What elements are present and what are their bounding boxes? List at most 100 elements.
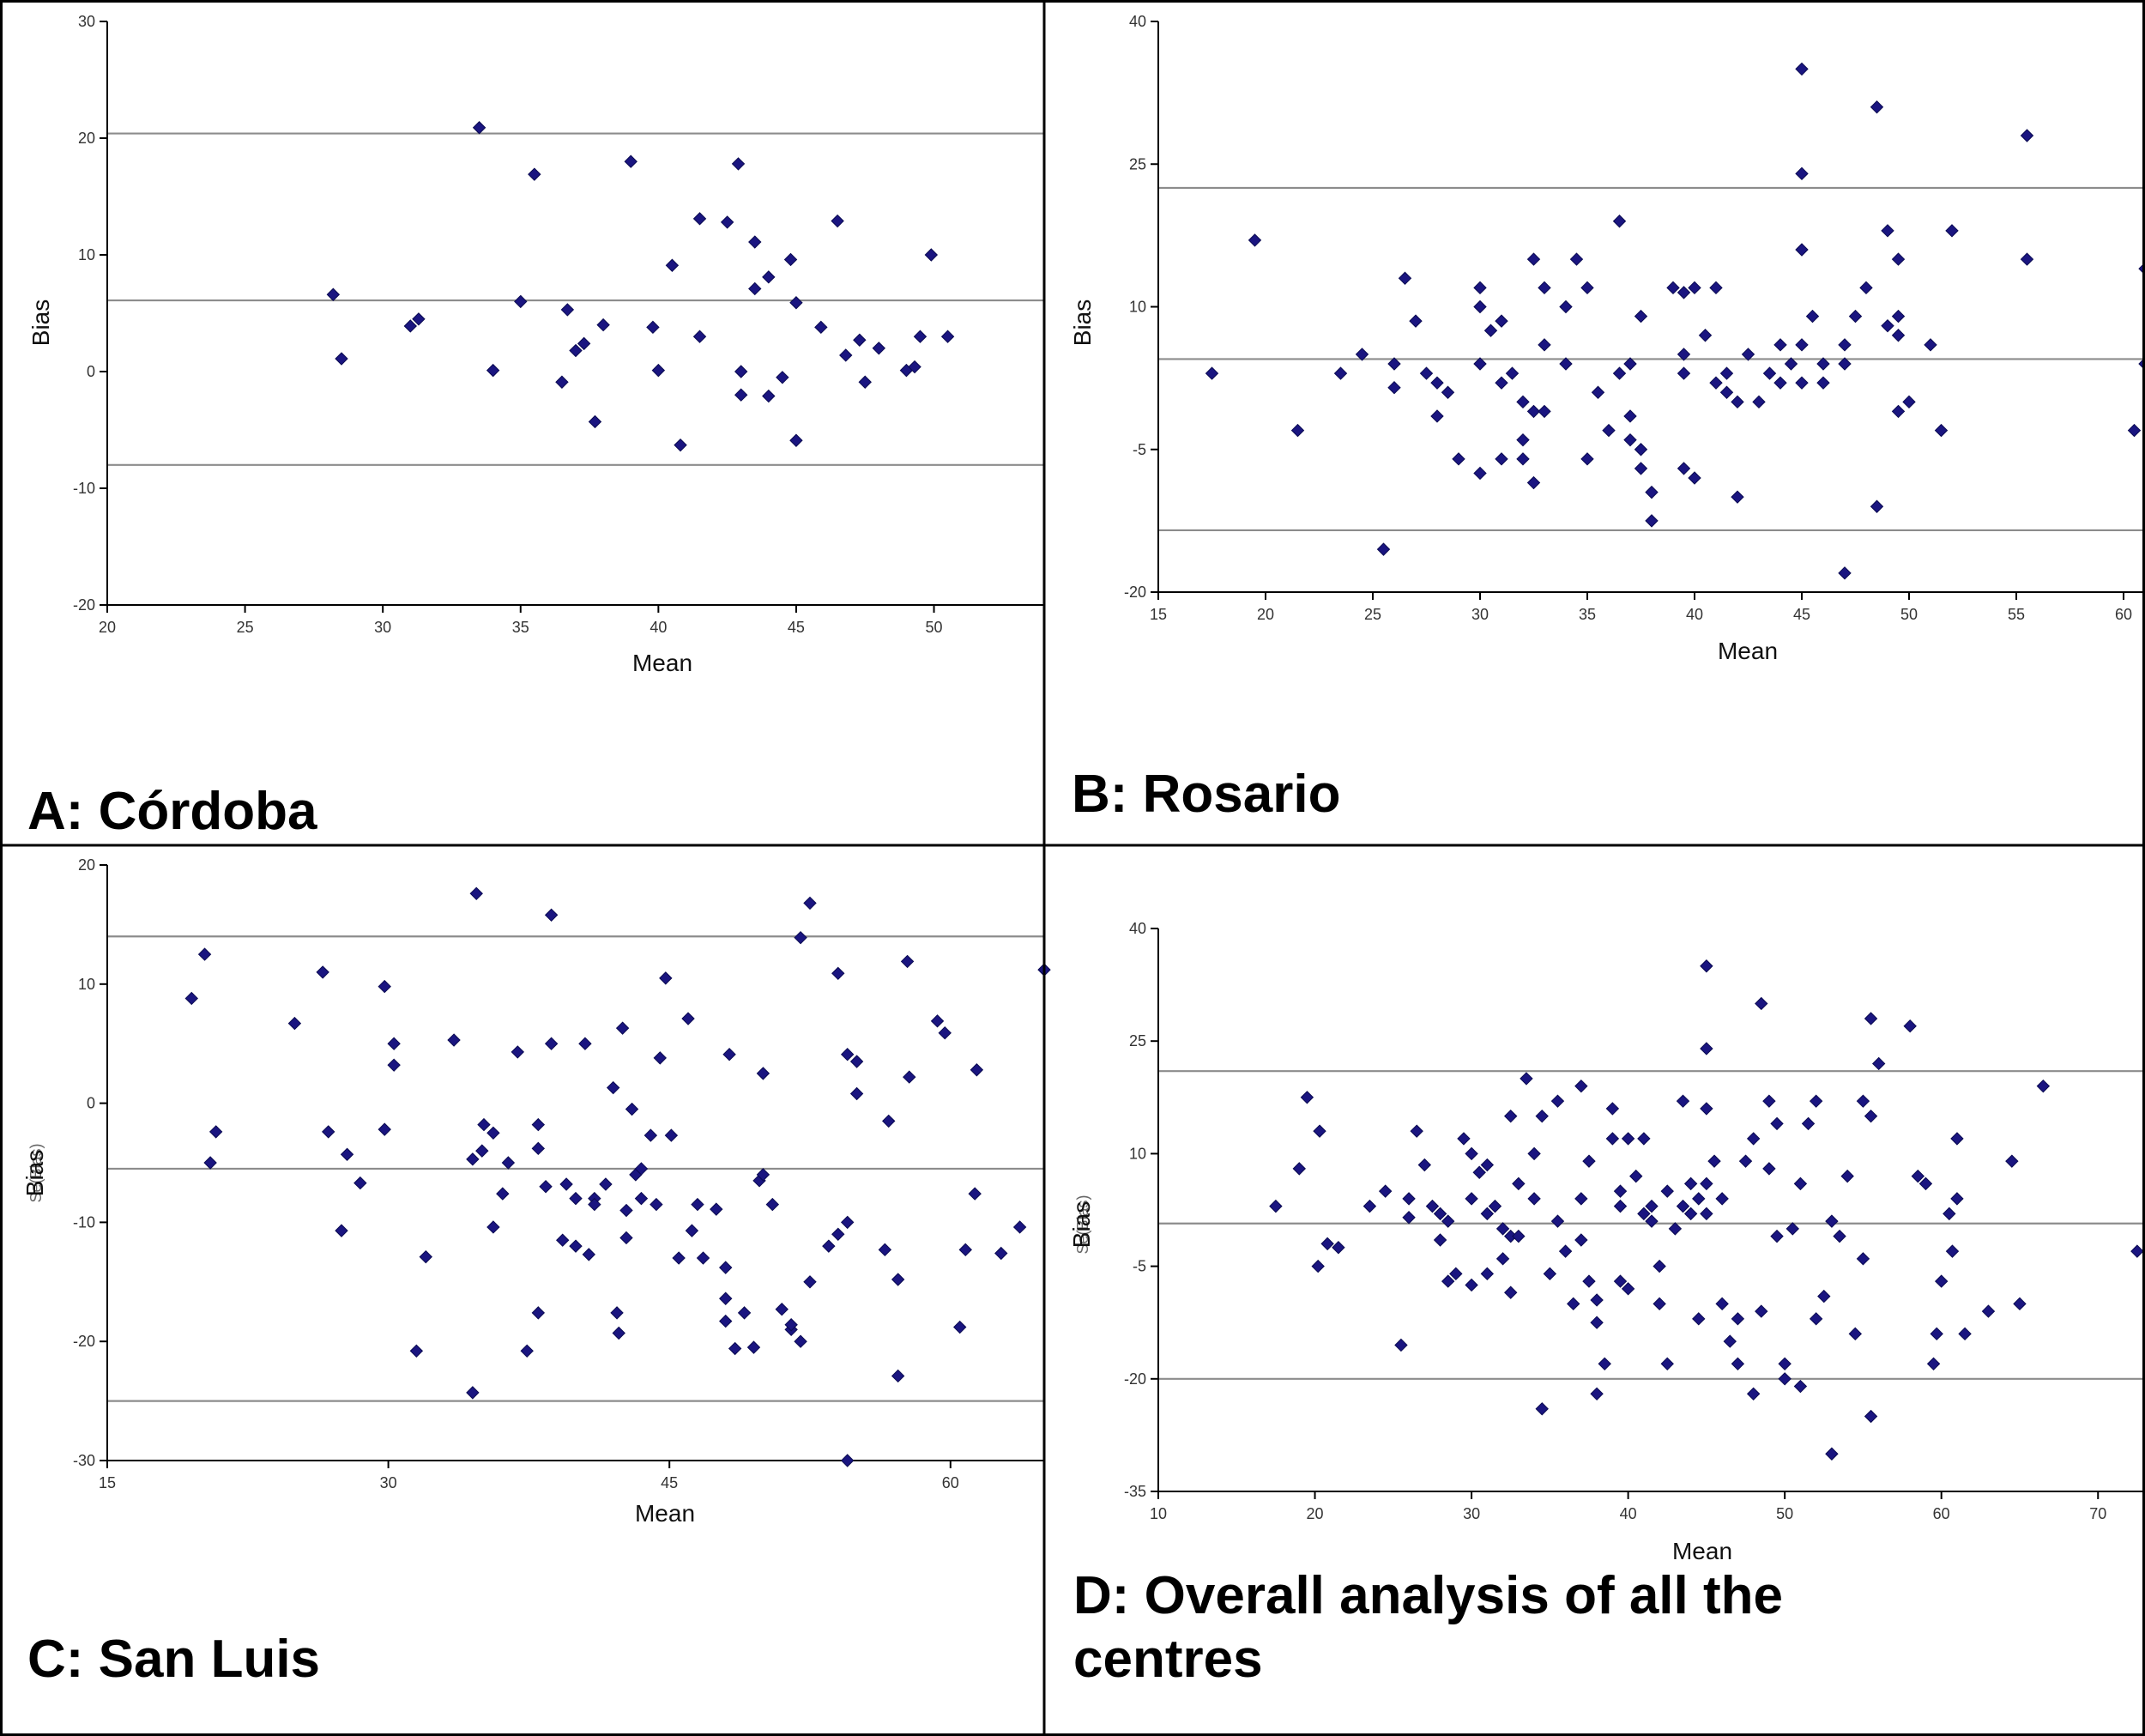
panel-b-data-point: [1709, 376, 1723, 390]
panel-a-x-tick-label: 45: [788, 619, 805, 636]
panel-b-data-point: [1891, 309, 1906, 324]
panel-d-data-point: [1320, 1237, 1334, 1251]
panel-d-data-point: [1911, 1169, 1925, 1183]
panel-b-y-tick-label: 10: [1129, 299, 1146, 316]
panel-b-data-point: [1516, 432, 1530, 447]
panel-d-data-point: [1934, 1274, 1949, 1288]
panel-b-data-point: [2127, 423, 2142, 438]
panel-a-data-point: [403, 319, 418, 333]
panel-b-data-point: [1645, 485, 1659, 499]
panel-d-data-point: [1621, 1282, 1635, 1296]
panel-a-data-point: [853, 333, 867, 347]
panel-a-data-point: [789, 433, 803, 447]
panel-b-data-point: [1516, 395, 1530, 409]
panel-b-data-point: [1677, 348, 1691, 361]
panel-c-data-point: [840, 1454, 855, 1467]
panel-c-data-point: [719, 1314, 733, 1328]
panel-d-data-point: [2005, 1154, 2019, 1168]
panel-d-data-point: [1535, 1109, 1549, 1123]
panel-d-data-point: [1692, 1192, 1706, 1206]
panel-b-data-point: [1602, 423, 1616, 438]
panel-d-data-point: [1425, 1199, 1440, 1213]
panel-d-data-point: [1731, 1312, 1745, 1326]
panel-c-data-point: [539, 1180, 553, 1194]
panel-a-plot: -20 -10 0 10 20 30 20 25 30 35 40 45 50: [73, 13, 1044, 636]
panel-c-data-point: [691, 1197, 704, 1212]
panel-d-data-point: [1495, 1222, 1510, 1236]
panel-d-data-point: [1778, 1357, 1792, 1371]
panel-a-data-point: [588, 414, 602, 429]
panel-a-x-tick-label: 25: [237, 619, 254, 636]
panel-d-data-point: [1770, 1229, 1784, 1243]
panel-c-data-point: [831, 966, 845, 981]
panel-a-y-axis-title: Bias: [27, 299, 54, 346]
panel-b-x-tick-label: 25: [1364, 606, 1381, 623]
panel-d-data-point: [2013, 1297, 2027, 1311]
panel-d-data-point: [1269, 1199, 1283, 1213]
panel-a-data-point: [908, 360, 921, 374]
panel-b-data-point: [1355, 348, 1369, 361]
panel-b-data-point: [1688, 471, 1701, 485]
panel-d-data-point: [1683, 1176, 1698, 1191]
panel-d-data-point: [1480, 1267, 1495, 1281]
panel-d-data-point: [1550, 1094, 1565, 1108]
panel-d-data-point: [1731, 1357, 1745, 1371]
panel-b-x-tick-label: 40: [1686, 606, 1703, 623]
panel-d-data-point: [1660, 1357, 1674, 1371]
panel-c-data-point: [322, 1125, 335, 1139]
panel-d-data-point: [1441, 1214, 1455, 1228]
panel-d-data-point: [1864, 1012, 1878, 1025]
panel-d-data-point: [1417, 1158, 1432, 1172]
panel-b-x-tick-label: 55: [2008, 606, 2025, 623]
panel-c-data-point: [728, 1341, 742, 1356]
panel-a-data-point: [326, 287, 341, 301]
panel-c-data-point: [544, 1037, 559, 1050]
panel-d-data-point: [1692, 1312, 1706, 1326]
panel-b-data-point: [1452, 452, 1465, 466]
panel-b-data-point: [1795, 243, 1809, 257]
panel-d-ghost-y-label: Se(Bias): [1074, 1195, 1091, 1254]
panel-a-y-tick-label: 0: [87, 363, 95, 380]
panel-c-data-point: [378, 979, 391, 994]
panel-c-data-point: [822, 1239, 836, 1253]
panel-c-data-point: [197, 947, 212, 961]
panel-d-data-point: [1653, 1259, 1666, 1273]
panel-a-data-point: [560, 303, 575, 317]
panel-d-data-point: [1770, 1116, 1784, 1131]
panel-c-data-point: [599, 1177, 613, 1191]
panel-d-data-point: [1598, 1357, 1611, 1371]
panel-d-data-point: [1590, 1316, 1604, 1329]
panel-c-data-point: [387, 1058, 401, 1072]
panel-b-data-point: [1526, 475, 1541, 490]
panel-d-data-point: [1809, 1094, 1823, 1108]
panel-c-data-point: [756, 1168, 770, 1182]
panel-b-data-point: [1859, 281, 1873, 295]
panel-b-data-point: [1538, 338, 1551, 352]
panel-d-data-point: [1723, 1334, 1737, 1348]
panel-d-data-point: [1402, 1192, 1416, 1206]
panel-c-y-tick-label: -10: [73, 1213, 95, 1231]
panel-b-data-point: [1795, 338, 1809, 352]
panel-c-san-luis: -30 -20 -10 0 10 20 15 30 45 60 Mean Se(Bias) Bia…: [21, 856, 1051, 1689]
panel-d-data-point: [1613, 1274, 1628, 1288]
panel-c-data-point: [882, 1114, 896, 1128]
panel-d-data-point: [2130, 1244, 2144, 1258]
panel-b-data-point: [1409, 314, 1423, 328]
panel-b-data-point: [1902, 395, 1916, 409]
panel-d-data-point: [1848, 1327, 1863, 1341]
panel-d-data-point: [1762, 1162, 1776, 1176]
panel-b-data-point: [1709, 281, 1723, 295]
panel-d-data-point: [1300, 1091, 1314, 1104]
panel-b-data-point: [1731, 490, 1744, 504]
panel-b-data-point: [1580, 452, 1594, 466]
panel-c-data-point: [840, 1215, 855, 1230]
panel-b-data-point: [1773, 338, 1787, 352]
panel-d-x-tick-label: 30: [1463, 1505, 1480, 1522]
panel-c-data-point: [569, 1239, 583, 1253]
panel-d-x-tick-label: 70: [2089, 1505, 2106, 1522]
panel-d-caption-line-1: D: Overall analysis of all the: [1073, 1566, 1783, 1625]
panel-a-data-point: [831, 214, 844, 228]
panel-c-data-point: [891, 1369, 905, 1383]
panel-d-data-point: [1512, 1176, 1526, 1191]
panel-d-data-point: [1621, 1132, 1635, 1146]
